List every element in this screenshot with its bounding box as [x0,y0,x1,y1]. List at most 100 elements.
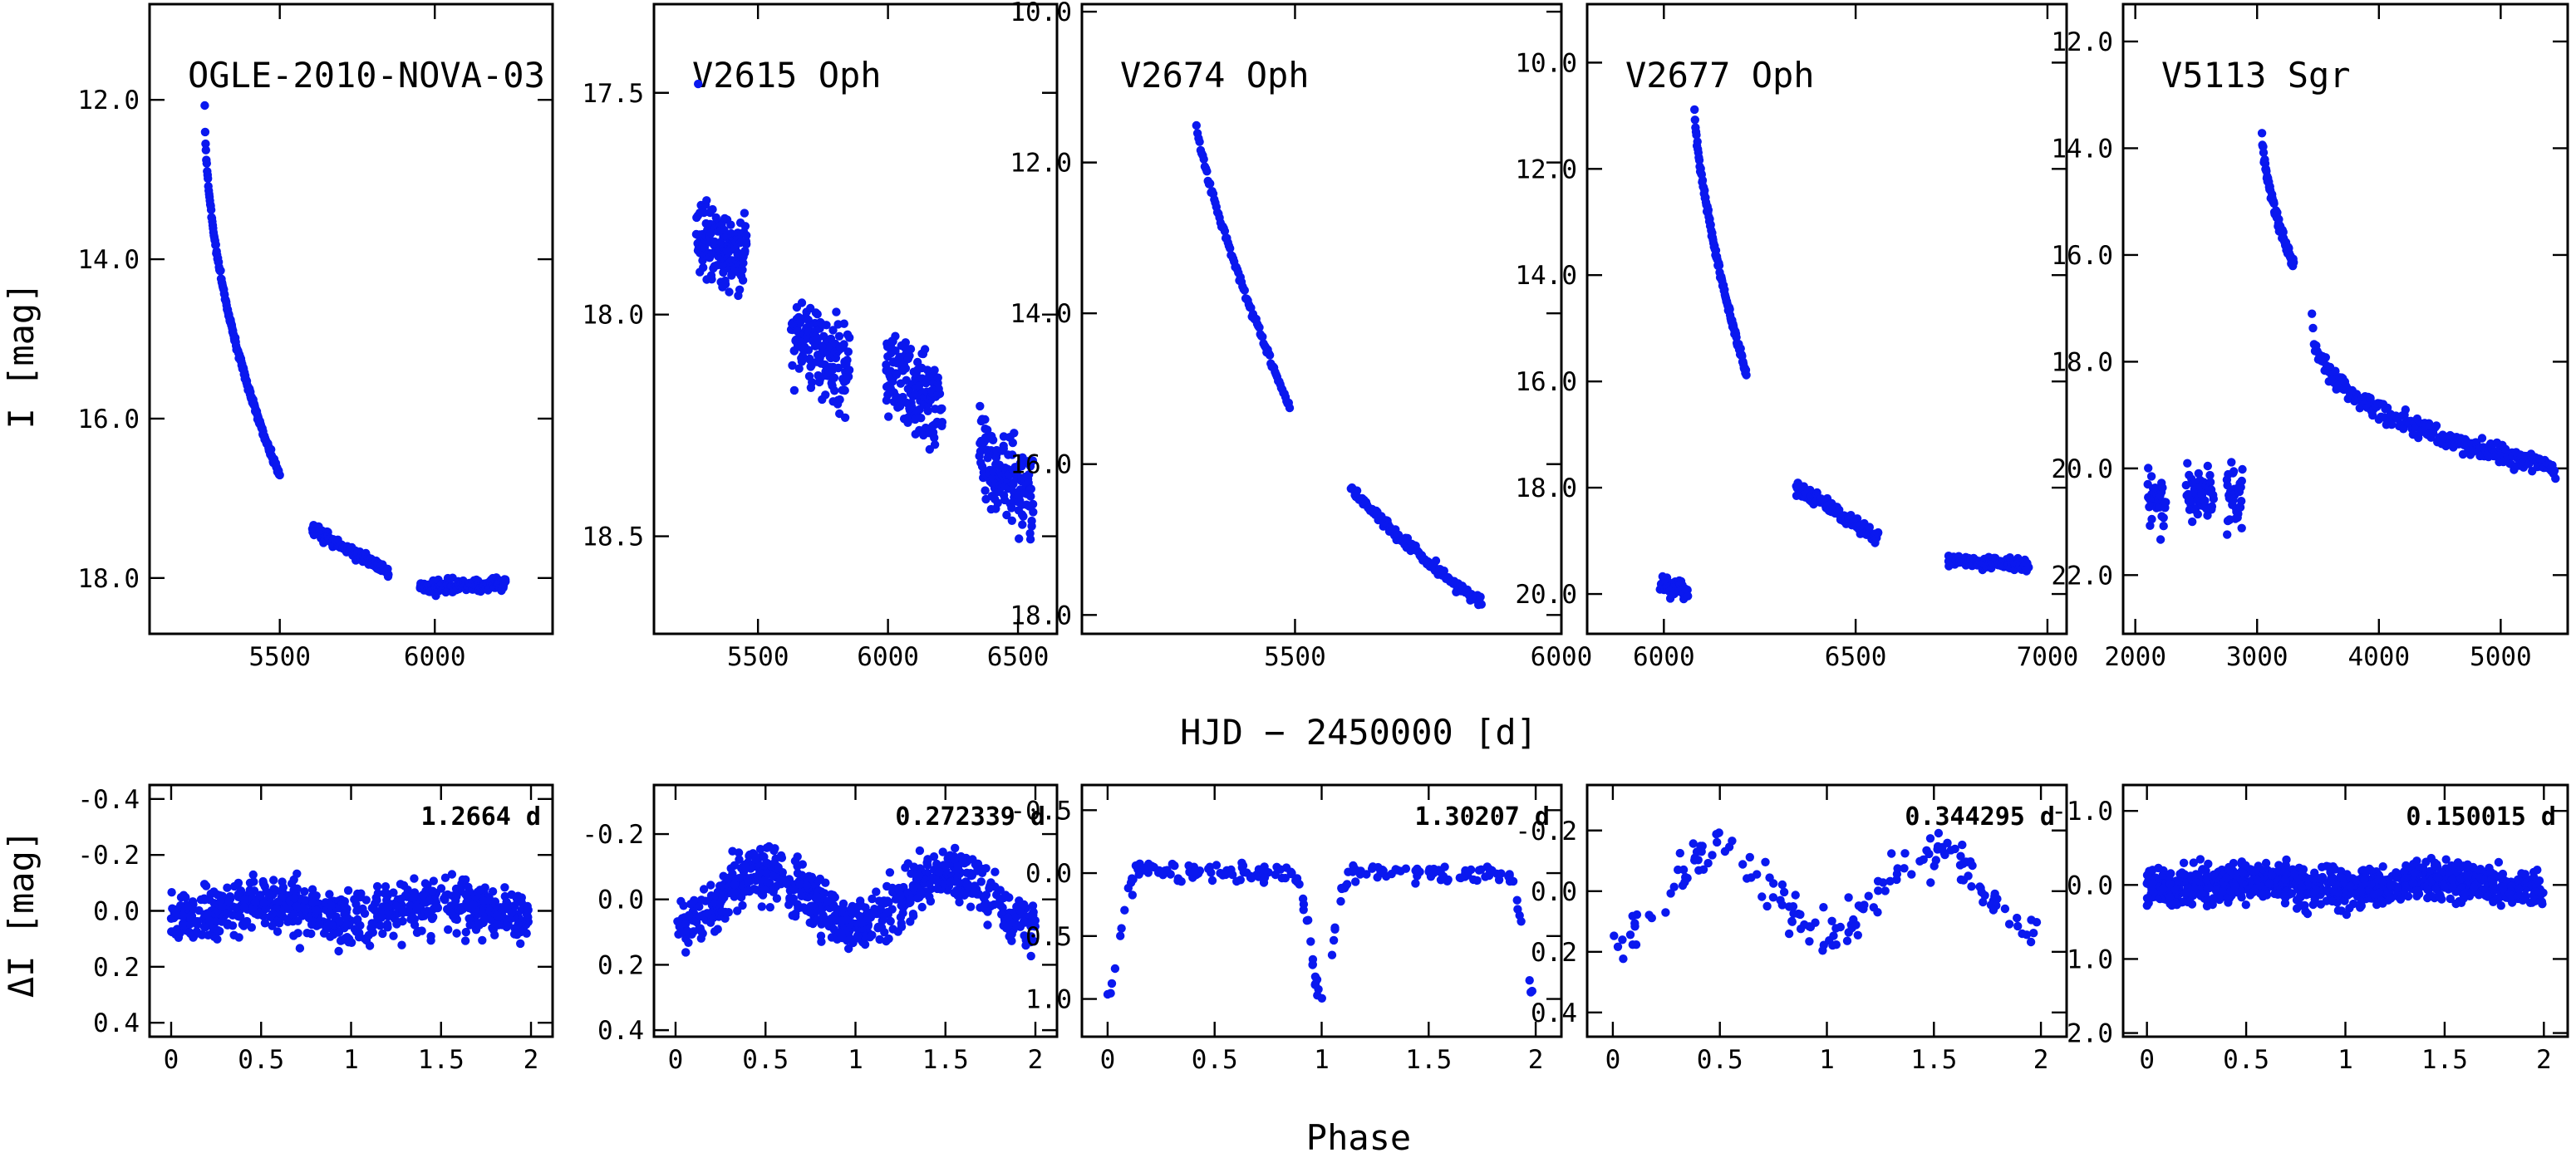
data-point [1930,861,1939,871]
data-point [2207,502,2217,511]
y-tick-label: 2.0 [2067,1019,2113,1049]
period-label: 0.344295 d [1905,802,2055,832]
data-point [789,385,799,395]
data-point [1391,865,1400,874]
data-point [1630,922,1639,931]
y-tick-label: 0.0 [597,886,644,915]
data-point [999,444,1009,454]
data-point [517,898,526,907]
data-point [469,900,479,910]
data-point [1199,155,1208,164]
data-point [447,870,457,879]
data-point [1020,900,1029,910]
data-point [845,333,854,342]
data-point [1373,873,1382,882]
data-points [1192,120,1487,610]
data-point [1964,871,1973,881]
y-tick-label: 18.0 [1010,601,1072,630]
data-point [988,435,998,444]
data-point [478,935,487,945]
data-point [1260,862,1269,871]
data-point [500,901,510,910]
data-point [813,310,822,319]
data-point [178,919,188,929]
data-point [1864,891,1873,900]
panel-10: 0 0.5 1 1.5 2-1.00.01.02.00.150015 d [2051,783,2569,1075]
data-point [998,903,1007,912]
data-point [946,877,956,887]
data-point [2004,920,2014,929]
data-point [985,884,994,893]
data-point [730,880,740,890]
data-point [2533,866,2542,875]
data-point [1525,976,1534,985]
data-point [494,920,504,930]
data-point [1869,903,1878,912]
data-point [1001,891,1010,900]
x-tick-label: 5500 [727,642,789,672]
data-point [2237,497,2246,506]
data-point [1887,849,1896,858]
y-tick-label: 10.0 [1515,48,1577,78]
data-point [2257,129,2267,138]
data-point [1131,861,1141,871]
data-point [2223,530,2232,539]
data-point [1628,940,1638,949]
data-point [1173,874,1183,883]
data-point [1666,889,1675,898]
data-point [1008,438,1018,448]
data-point [1745,852,1754,862]
panel-8: 0 0.5 1 1.5 2-0.50.00.51.01.30207 d [1010,783,1563,1075]
data-point [1700,186,1709,195]
data-point [326,932,335,941]
data-point [699,262,708,272]
data-point [175,929,184,938]
panel-title: V2615 Oph [692,55,882,96]
panel-7: 0 0.5 1 1.5 2-0.20.00.20.40.272339 d [582,783,1059,1075]
data-point [2308,309,2317,318]
data-point [1769,879,1778,888]
data-point [383,572,393,581]
data-point [2203,461,2212,471]
data-point [1853,930,1862,940]
data-point [1195,137,1204,146]
data-point [367,919,376,928]
data-point [720,225,729,235]
data-point [1835,505,1844,514]
data-point [1690,115,1700,125]
data-point [930,366,939,375]
data-points [1655,105,2033,604]
data-point [1025,535,1035,544]
data-point [2204,859,2213,869]
period-label: 0.150015 d [2406,802,2556,832]
y-tick-label: 16.0 [1010,450,1072,480]
data-point [234,933,243,942]
data-point [952,866,961,875]
data-point [751,855,760,865]
data-point [440,894,449,903]
data-point [2237,476,2246,486]
data-point [838,904,848,913]
data-point [2191,870,2200,879]
data-point [2156,535,2166,544]
y-tick-label: 0.2 [93,953,140,983]
data-point [2018,929,2027,939]
data-point [1738,860,1748,869]
x-tick-label: 0.5 [2223,1045,2269,1075]
data-point [1690,105,1699,115]
data-point [1286,867,1295,876]
data-point [742,231,751,240]
y-tick-label: 16.0 [77,405,140,434]
data-point [399,881,409,891]
data-point [1900,849,1910,858]
data-point [917,414,926,423]
data-point [760,885,769,895]
data-point [2269,199,2279,209]
data-point [1753,870,1762,879]
data-point [428,886,437,896]
data-point [167,888,176,897]
data-point [2147,514,2156,524]
data-point [893,927,902,936]
y-tick-label: 18.0 [582,301,644,331]
